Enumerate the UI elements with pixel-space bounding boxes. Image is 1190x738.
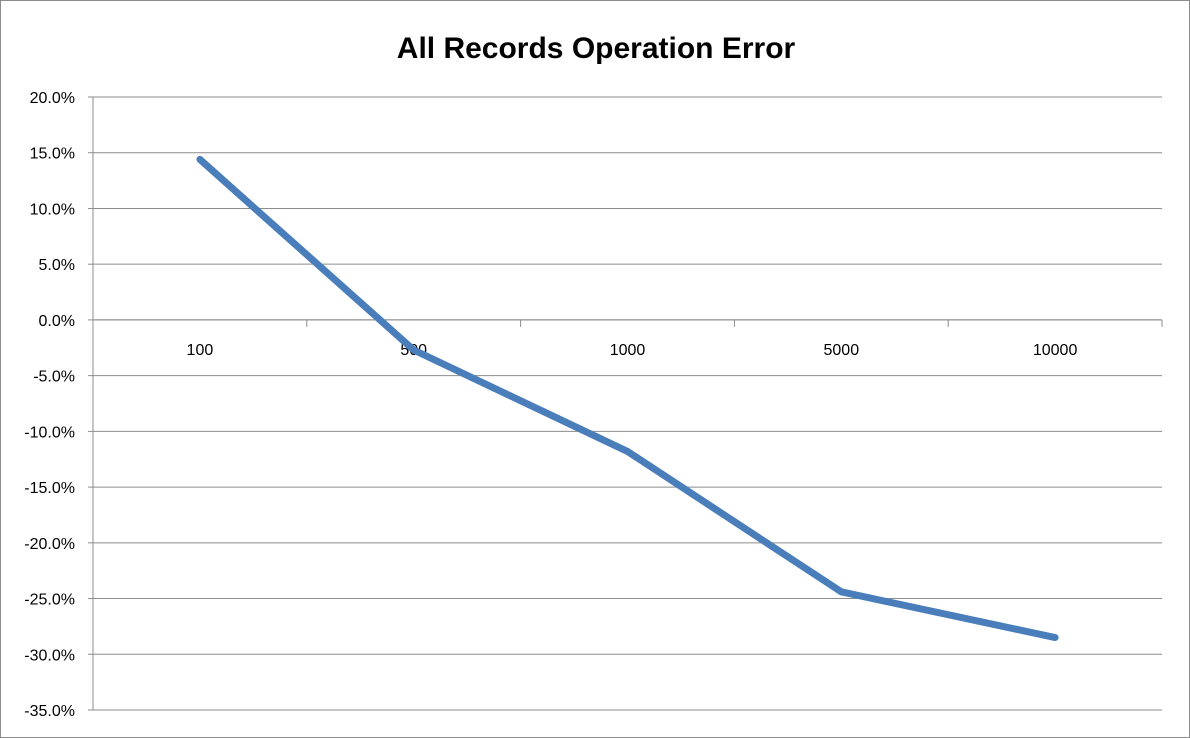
x-tick-label: 100 (187, 342, 214, 359)
y-tick-label: -10.0% (24, 424, 75, 441)
y-tick-label: 0.0% (39, 313, 75, 330)
data-point (837, 588, 845, 596)
x-axis-tick-labels: 1005001000500010000 (187, 342, 1078, 359)
data-point (1051, 634, 1059, 642)
x-tick-label: 5000 (824, 342, 860, 359)
y-tick-label: -15.0% (24, 480, 75, 497)
x-tick-label: 1000 (610, 342, 646, 359)
y-tick-label: -35.0% (24, 703, 75, 720)
data-point (196, 155, 204, 163)
y-tick-label: 15.0% (30, 146, 75, 163)
data-point (624, 447, 631, 455)
y-tick-label: 20.0% (30, 90, 75, 107)
data-point (410, 346, 418, 354)
series-line (197, 156, 1056, 641)
axes (88, 96, 1163, 711)
x-tick-label: 10000 (1033, 342, 1078, 359)
chart-title: All Records Operation Error (396, 32, 796, 65)
y-axis-tick-labels: 20.0% 15.0% 10.0% 5.0% 0.0% -5.0% -10.0% -15.0%… (24, 90, 75, 720)
y-tick-label: -20.0% (24, 536, 75, 553)
series-layer (196, 155, 1059, 642)
y-tick-label: 5.0% (39, 257, 75, 274)
y-tick-label: 10.0% (30, 201, 75, 218)
y-tick-label: -25.0% (24, 592, 75, 609)
y-tick-label: -5.0% (33, 369, 75, 386)
y-tick-label: -30.0% (24, 647, 75, 664)
gridlines (93, 96, 1162, 711)
